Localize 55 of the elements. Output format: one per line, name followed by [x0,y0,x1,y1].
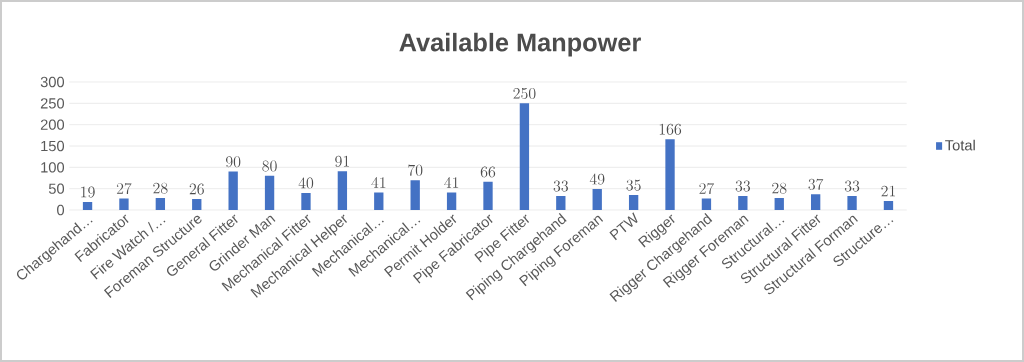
bar [301,192,311,210]
data-label: 33 [844,180,860,192]
bar [592,189,602,210]
bar [155,198,166,210]
data-label: 28 [772,182,787,194]
data-label: 70 [408,164,423,176]
bar [82,201,93,210]
legend-label: Total [945,139,975,151]
data-label: 250 [513,87,536,99]
data-label: 41 [444,177,459,188]
y-tick-label: 200 [40,119,65,130]
data-label: 19 [81,186,95,198]
data-label: 66 [480,166,496,178]
data-label: 33 [553,180,568,192]
y-tick-label: 0 [57,204,65,216]
bar [519,103,530,210]
bar [883,201,894,210]
data-label: 166 [659,123,682,135]
bar [410,180,420,210]
bar [665,139,675,210]
data-label: 80 [262,160,277,172]
bar [774,198,784,210]
chart-title: Available Manpower [399,32,641,57]
data-label: 90 [225,156,241,168]
data-label: 35 [626,179,641,191]
y-tick-label: 300 [40,76,65,88]
bar [556,195,566,210]
y-tick-label: 150 [41,140,65,152]
bar [847,195,857,210]
bar [192,198,202,210]
data-label: 26 [189,183,204,195]
y-tick-label: 100 [41,162,65,173]
data-label: 21 [881,185,896,197]
bar [628,195,639,210]
bar [483,181,493,210]
data-label: 37 [808,178,824,190]
data-label: 40 [298,177,314,189]
data-label: 33 [735,180,751,192]
bar [374,192,384,210]
data-label: 41 [371,177,386,188]
data-label: 27 [699,182,715,195]
bar [701,198,712,210]
bar [264,175,275,210]
bar [228,171,238,210]
data-label: 27 [116,182,132,195]
bar [446,192,457,210]
bar [337,171,348,210]
bar [738,195,748,210]
y-tick-label: 50 [48,183,65,194]
bar [810,194,821,210]
data-label: 49 [589,173,605,185]
data-label: 91 [335,155,349,167]
data-label: 28 [153,182,168,194]
y-tick-label: 250 [40,98,65,109]
bar [119,198,129,210]
